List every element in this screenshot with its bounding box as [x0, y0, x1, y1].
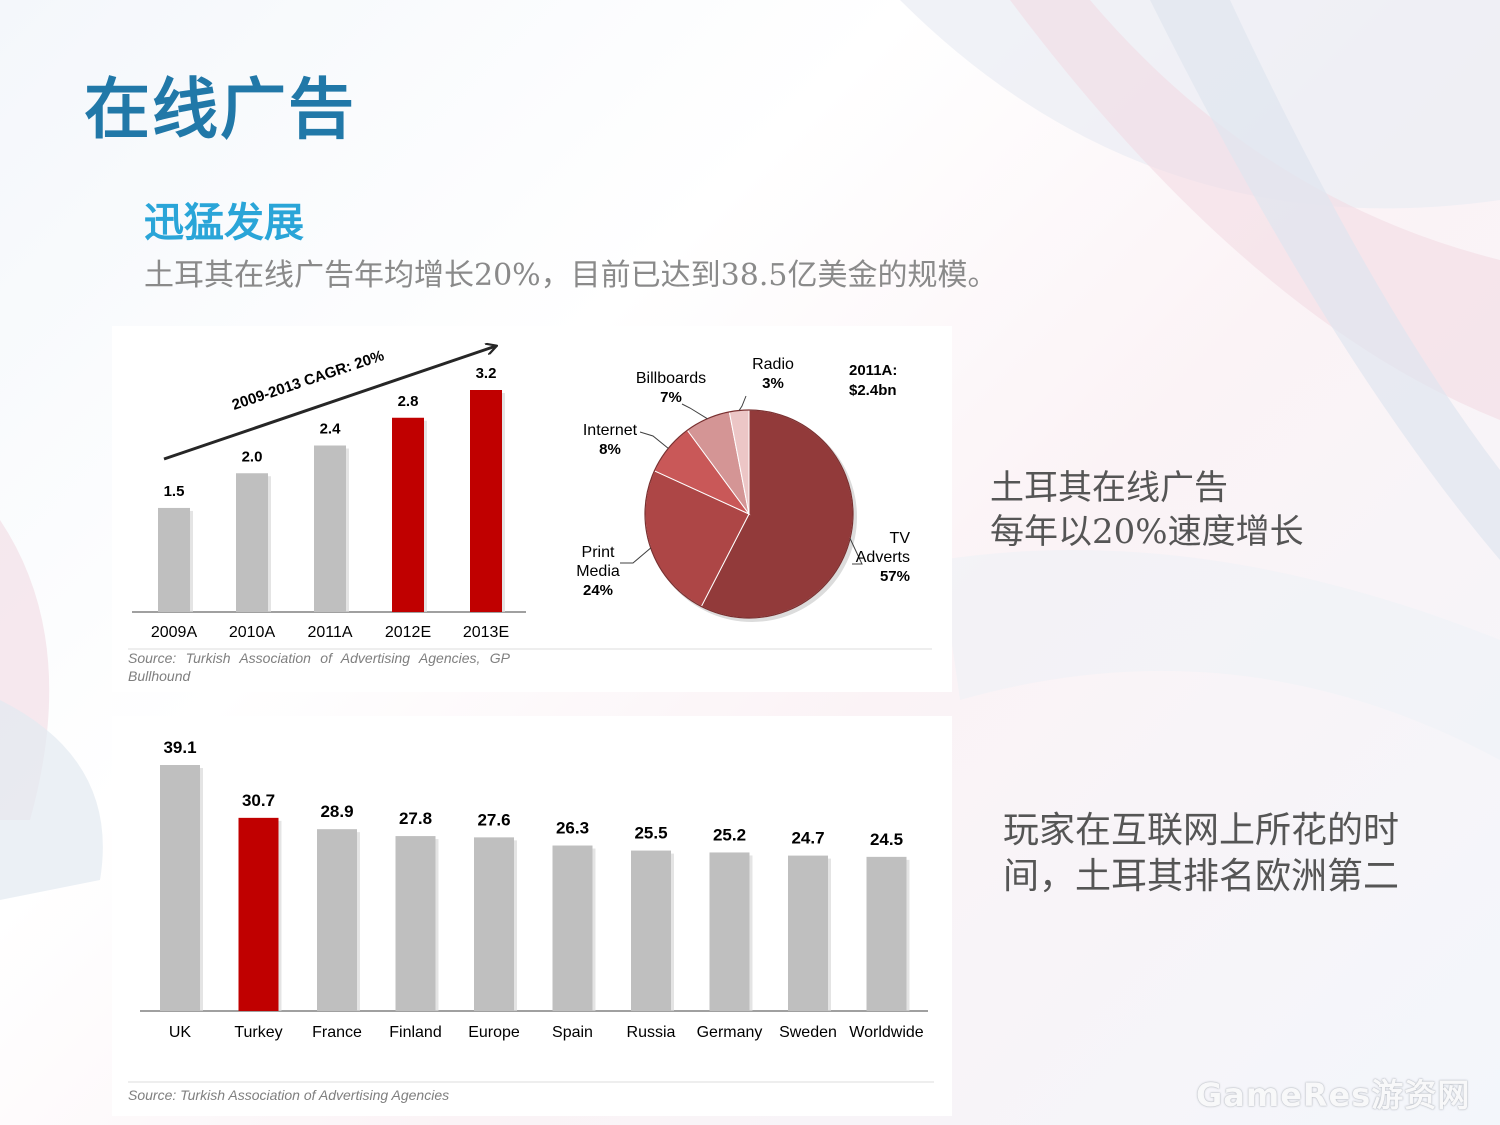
country-bar-france	[317, 829, 357, 1011]
country-value-label: 27.8	[399, 809, 432, 828]
growth-bar-2009a	[158, 507, 190, 612]
time-online-panel: 39.1 UK 30.7 Turkey 28.9 France 27.8 Finland 27.…	[112, 716, 952, 1116]
country-bar-spain	[552, 845, 593, 1011]
country-value-label: 25.2	[713, 825, 746, 844]
country-value-label: 24.7	[791, 829, 824, 848]
growth-bar-2012e	[392, 417, 424, 612]
time-online-chart: 39.1 UK 30.7 Turkey 28.9 France 27.8 Finland 27.…	[128, 738, 934, 1083]
country-category-label: Worldwide	[849, 1024, 924, 1041]
market-charts-svg: 1.5 2009A 2.0 2010A 2.4 2011A 2.8 2012E 3.2 2013E…	[128, 326, 932, 650]
pie-slice-percent: 8%	[599, 441, 621, 458]
growth-note-line-2: 每年以20%速度增长	[990, 512, 1304, 552]
growth-category-label: 2011A	[307, 624, 352, 641]
pie-title: 2011A:	[849, 362, 897, 379]
pie-leader-line	[620, 547, 652, 564]
growth-source: Source: Turkish Association of Advertisi…	[128, 650, 510, 684]
growth-value-label: 2.0	[242, 448, 263, 465]
country-category-label: Russia	[627, 1024, 676, 1041]
growth-bar-2013e	[470, 390, 502, 612]
growth-category-label: 2010A	[229, 624, 276, 641]
country-bar-russia	[631, 850, 671, 1011]
pie-title: $2.4bn	[849, 382, 897, 399]
growth-value-label: 3.2	[476, 365, 497, 382]
growth-value-label: 1.5	[164, 483, 185, 500]
country-value-label: 26.3	[556, 819, 589, 838]
pie-slice-label: Print	[582, 544, 615, 561]
growth-bar-2010a	[236, 473, 268, 612]
growth-category-label: 2012E	[385, 624, 431, 641]
pie-slice-label: Radio	[752, 356, 794, 373]
country-value-label: 27.6	[477, 810, 510, 829]
pie-leader-line	[849, 538, 863, 565]
country-bar-germany	[709, 852, 750, 1011]
country-bar-uk	[160, 765, 200, 1011]
pie-slice-label: Adverts	[856, 549, 910, 566]
country-bar-turkey	[238, 817, 279, 1011]
country-bar-worldwide	[866, 856, 907, 1011]
country-bar-sweden	[788, 855, 828, 1011]
country-value-label: 25.5	[634, 824, 667, 843]
country-category-label: France	[312, 1024, 362, 1041]
growth-value-label: 2.4	[320, 421, 342, 438]
pie-slice-percent: 57%	[880, 568, 910, 585]
pie-slice-percent: 24%	[583, 582, 613, 599]
pie-slice-label: TV	[890, 530, 911, 547]
pie-slice-label: Media	[576, 563, 620, 580]
country-bar-europe	[474, 837, 514, 1011]
growth-bar-2011a	[314, 445, 346, 612]
growth-cagr-label: 2009-2013 CAGR: 20%	[230, 347, 386, 414]
country-value-label: 30.7	[242, 791, 275, 810]
pie-slice-percent: 7%	[660, 389, 682, 406]
page-title: 在线广告	[84, 71, 356, 148]
country-category-label: UK	[169, 1024, 192, 1041]
country-bar-finland	[395, 836, 436, 1011]
country-value-label: 28.9	[320, 802, 353, 821]
growth-value-label: 2.8	[398, 393, 419, 410]
pie-slice-percent: 3%	[762, 375, 784, 392]
country-category-label: Finland	[389, 1024, 441, 1041]
ranking-note: 玩家在互联网上所花的时间，土耳其排名欧洲第二	[1003, 810, 1400, 897]
country-category-label: Germany	[697, 1024, 763, 1041]
growth-note-line-1: 土耳其在线广告	[990, 468, 1228, 508]
country-category-label: Spain	[552, 1024, 593, 1041]
pie-slice-label: Billboards	[636, 370, 706, 387]
section-subtitle: 迅猛发展	[144, 200, 304, 246]
watermark-logo: GameRes游资网	[1196, 1076, 1471, 1114]
country-source: Source: Turkish Association of Advertisi…	[128, 1087, 450, 1103]
pie-slice-label: Internet	[583, 422, 638, 439]
pie-outline	[644, 409, 854, 619]
country-category-label: Turkey	[234, 1024, 282, 1041]
market-charts-panel: 1.5 2009A 2.0 2010A 2.4 2011A 2.8 2012E 3.2 2013E…	[112, 326, 952, 692]
country-category-label: Europe	[468, 1024, 520, 1041]
growth-cagr-arrow	[163, 346, 496, 461]
growth-category-label: 2009A	[151, 624, 198, 641]
country-category-label: Sweden	[779, 1024, 837, 1041]
growth-category-label: 2013E	[463, 624, 509, 641]
pie-leader-line	[681, 403, 708, 420]
intro-text: 土耳其在线广告年均增长20%，目前已达到38.5亿美金的规模。	[144, 258, 998, 293]
pie-leader-line	[639, 431, 669, 449]
country-value-label: 39.1	[163, 738, 196, 757]
pie-leader-line	[738, 395, 747, 411]
growth-note: 土耳其在线广告 每年以20%速度增长	[990, 466, 1304, 554]
country-value-label: 24.5	[870, 830, 903, 849]
